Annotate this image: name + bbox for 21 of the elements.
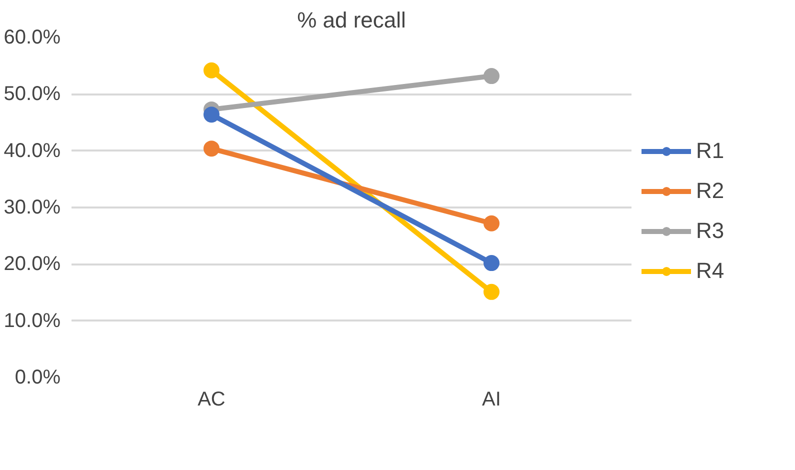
y-tick-label: 60.0% <box>4 26 61 48</box>
point <box>484 68 500 84</box>
point <box>484 284 500 300</box>
point <box>204 140 220 157</box>
legend-label: R4 <box>696 258 724 284</box>
point <box>484 215 500 232</box>
legend-label: R3 <box>696 218 724 244</box>
y-tick-label: 50.0% <box>4 83 61 106</box>
x-tick-label: AI <box>482 388 501 410</box>
legend-label: R1 <box>696 138 724 164</box>
y-tick-label: 0.0% <box>14 366 61 388</box>
x-tick-label: AC <box>198 388 226 410</box>
chart-title: % ad recall <box>297 8 406 32</box>
point <box>204 62 220 78</box>
y-tick-label: 40.0% <box>4 140 61 162</box>
y-tick-label: 10.0% <box>4 310 61 332</box>
legend-label: R2 <box>696 178 724 204</box>
y-tick-label: 30.0% <box>4 196 61 218</box>
y-tick-label: 20.0% <box>4 253 61 276</box>
point <box>204 106 220 123</box>
point <box>484 255 500 272</box>
